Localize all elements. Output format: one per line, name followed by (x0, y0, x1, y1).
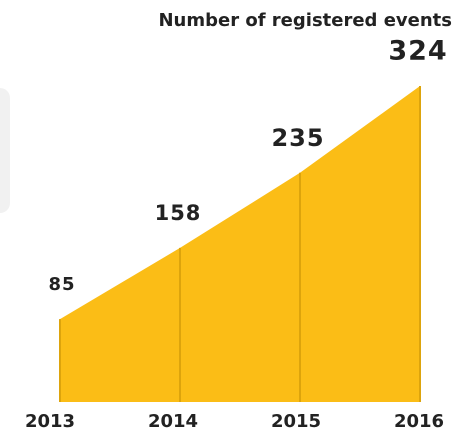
side-panel (0, 88, 10, 213)
x-tick-label: 2014 (148, 411, 198, 432)
x-tick-label: 2015 (271, 411, 321, 432)
chart-title: Number of registered events (158, 10, 452, 31)
value-label: 324 (388, 36, 447, 67)
area (60, 86, 420, 402)
x-tick-label: 2013 (25, 411, 75, 432)
value-label: 158 (155, 201, 202, 225)
value-label: 85 (48, 274, 75, 295)
value-label: 235 (271, 124, 324, 152)
x-tick-label: 2016 (394, 411, 444, 432)
